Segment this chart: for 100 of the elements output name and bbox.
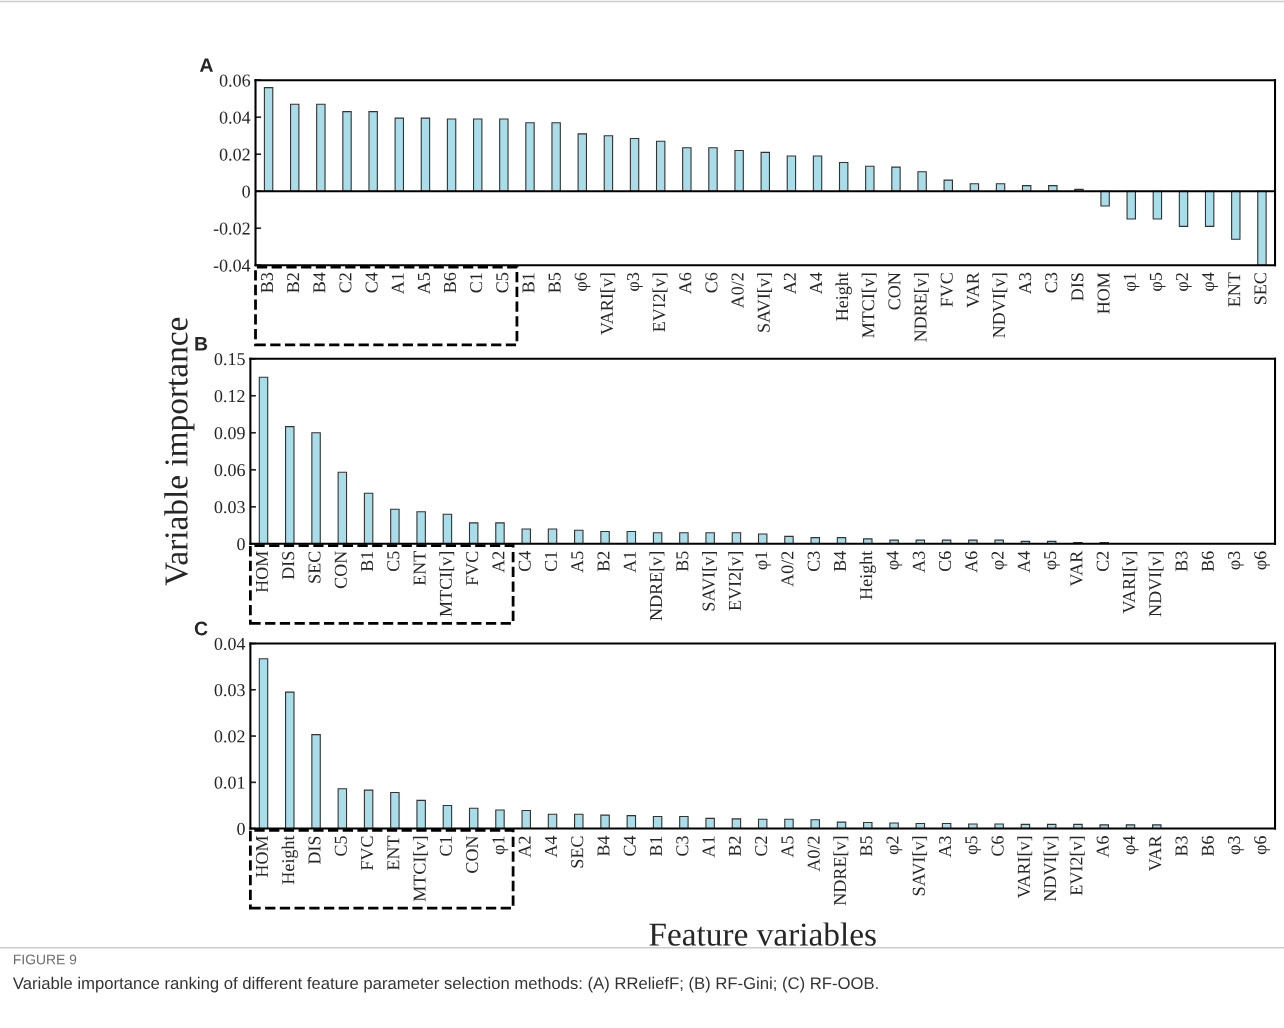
x-tick-label: ENT — [1228, 272, 1241, 307]
x-tick-label: φ2 — [991, 551, 1008, 570]
x-tick-label: A3 — [938, 836, 952, 858]
x-tick-label: C1 — [439, 836, 452, 856]
x-tick-label: φ2 — [886, 836, 903, 855]
x-tick-label: A4 — [544, 835, 557, 858]
x-tick-label: B5 — [548, 272, 561, 293]
x-tick-label: ENT — [387, 835, 400, 871]
x-tick-label: DIS — [308, 836, 321, 865]
x-tick-label: MTCI[v] — [439, 552, 455, 617]
x-tick-label: A1 — [623, 551, 636, 573]
x-tick-label: MTCI[v] — [861, 273, 877, 338]
x-tick-label: SAVI[v] — [912, 836, 928, 896]
x-tick-label: DIS — [1071, 273, 1084, 301]
x-tick-label: HOM — [255, 836, 269, 878]
x-tick-label: EVI2[v] — [1069, 836, 1085, 896]
x-tick-label: Height — [835, 272, 852, 321]
x-tick-label: C4 — [518, 551, 531, 572]
x-tick-label: B2 — [728, 836, 741, 857]
x-tick-label: C2 — [755, 836, 768, 856]
y-tick-label: 0.12 — [214, 390, 245, 403]
y-tick-label: 0.06 — [214, 464, 245, 477]
x-tick-label: A4 — [809, 272, 822, 295]
x-tick-label: C5 — [387, 551, 400, 572]
x-tick-label: CON — [888, 272, 901, 310]
x-tick-label: B3 — [1175, 836, 1188, 857]
x-tick-label: EVI2[v] — [652, 273, 668, 332]
x-tick-label: HOM — [255, 551, 269, 593]
x-tick-label: B6 — [1201, 551, 1214, 572]
x-tick-label: B1 — [522, 273, 535, 293]
x-tick-label: NDVI[v] — [1148, 552, 1164, 617]
x-tick-label: SEC — [571, 836, 584, 868]
x-tick-label: A3 — [912, 551, 925, 573]
x-tick-label: FVC — [940, 273, 953, 307]
chart-title: B — [195, 337, 208, 351]
x-tick-label: A6 — [965, 551, 978, 573]
x-tick-label: B4 — [313, 272, 326, 293]
x-tick-label: φ1 — [492, 836, 509, 855]
x-tick-label: VARI[v] — [600, 273, 616, 335]
x-tick-label: SAVI[v] — [757, 273, 773, 332]
x-tick-label: C2 — [339, 273, 352, 293]
x-tick-label: φ4 — [886, 551, 903, 570]
x-tick-label: φ1 — [1123, 273, 1140, 291]
text: Variable importance ranking of different feature parameter selection methods: (A) RReliefF; (B) RF-Gini; (C) RF-OOB. — [12, 976, 878, 993]
x-tick-label: B1 — [650, 836, 662, 857]
x-tick-label: A5 — [571, 551, 584, 573]
x-tick-label: φ6 — [1254, 836, 1271, 855]
y-tick-label: 0.04 — [214, 637, 246, 651]
x-tick-label: A5 — [781, 836, 794, 858]
y-tick-label: 0.06 — [219, 74, 251, 87]
x-tick-label: DIS — [282, 551, 295, 580]
y-tick-label: 0.02 — [214, 730, 245, 743]
x-tick-label: A1 — [702, 836, 715, 858]
x-tick-label: φ3 — [626, 272, 643, 291]
x-tick-label: C4 — [623, 835, 636, 856]
x-tick-label: NDRE[v] — [649, 552, 665, 621]
x-tick-label: B5 — [860, 836, 873, 857]
x-tick-label: ENT — [413, 551, 426, 586]
y-tick-label: 0 — [237, 538, 245, 551]
y-axis-title: Variable importance — [164, 317, 195, 586]
x-tick-label: A0/2 — [731, 273, 744, 309]
x-tick-label: φ5 — [1044, 551, 1060, 570]
x-tick-label: VARI[v] — [1017, 836, 1033, 899]
x-tick-label: VAR — [1070, 550, 1083, 587]
chart-title: C — [194, 621, 208, 636]
y-tick-label: 0.02 — [219, 148, 250, 161]
y-tick-label: 0.01 — [214, 776, 245, 789]
x-tick-label: B4 — [833, 551, 846, 572]
x-tick-label: C5 — [334, 836, 347, 856]
x-tick-label: NDRE[v] — [913, 273, 929, 342]
y-tick-label: -0.04 — [213, 259, 251, 272]
x-tick-label: B6 — [443, 272, 457, 293]
y-tick-label: 0.04 — [219, 111, 251, 124]
x-tick-label: A2 — [518, 836, 531, 858]
y-tick-label: 0.15 — [214, 353, 245, 366]
x-tick-label: C3 — [807, 551, 820, 572]
x-tick-label: HOM — [1097, 272, 1110, 314]
x-tick-label: φ1 — [755, 551, 771, 570]
x-tick-label: C3 — [1045, 272, 1058, 293]
x-tick-label: φ3 — [1227, 551, 1244, 570]
x-tick-label: FVC — [466, 551, 479, 586]
x-tick-label: φ4 — [1202, 272, 1218, 291]
x-tick-label: A2 — [492, 551, 505, 573]
x-tick-label: A5 — [417, 272, 430, 295]
x-tick-label: A1 — [391, 273, 404, 295]
y-tick-label: -0.02 — [213, 222, 250, 235]
y-tick-label: 0.03 — [214, 501, 245, 514]
y-tick-label: 0.03 — [214, 684, 245, 697]
x-axis-title: Feature variables — [649, 922, 876, 946]
x-tick-label: SAVI[v] — [701, 552, 717, 611]
y-tick-label: 0.09 — [214, 427, 245, 440]
x-tick-label: A2 — [783, 273, 796, 295]
y-tick-label: 0 — [237, 822, 245, 836]
x-tick-label: C2 — [1096, 551, 1109, 572]
x-tick-label: φ4 — [1122, 835, 1139, 855]
x-tick-label: EVI2[v] — [728, 552, 744, 611]
x-tick-label: A6 — [679, 272, 692, 295]
x-tick-label: MTCI[v] — [412, 836, 428, 902]
x-tick-label: NDRE[v] — [833, 836, 849, 906]
x-tick-label: B2 — [597, 551, 610, 572]
